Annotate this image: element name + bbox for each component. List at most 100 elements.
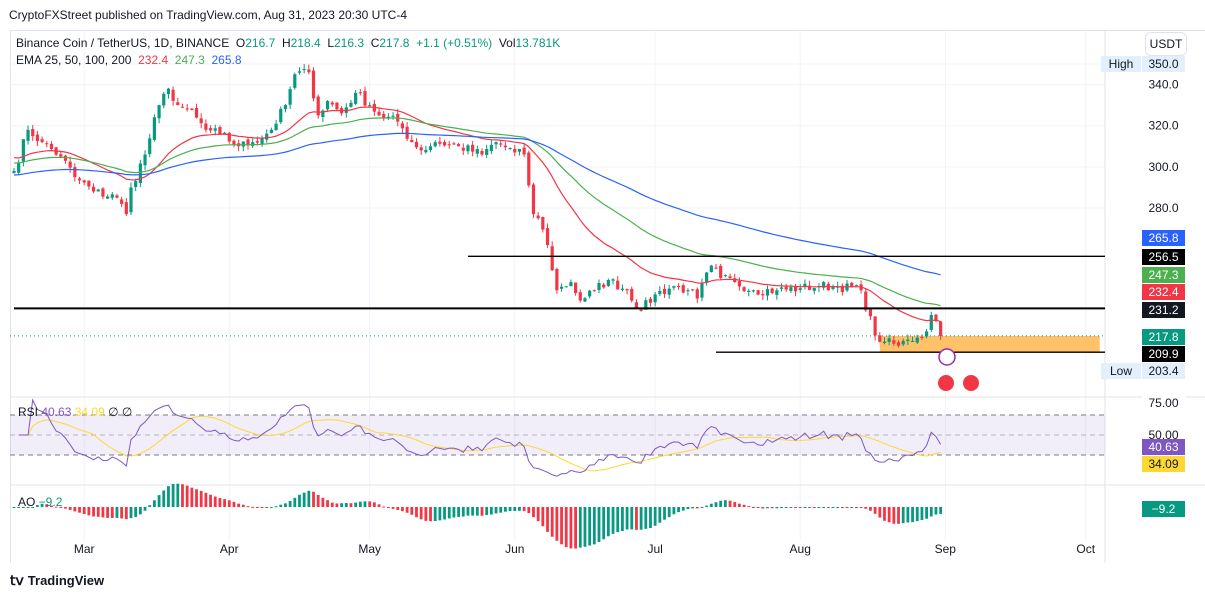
ao-bar	[897, 507, 900, 524]
ao-bar	[812, 507, 816, 508]
candle-body	[770, 288, 774, 294]
candle-body	[162, 93, 166, 106]
candle-body	[569, 282, 573, 287]
candle-body	[382, 113, 386, 119]
candle-body	[307, 69, 311, 73]
ao-bar	[845, 507, 849, 508]
ao-bar	[775, 507, 779, 509]
ao-bar	[36, 505, 39, 507]
candle-body	[737, 280, 741, 287]
ao-bar	[564, 507, 568, 548]
candle-body	[321, 110, 325, 118]
ao-bar	[45, 504, 49, 507]
ao-bar	[251, 506, 255, 508]
ao-bar	[850, 507, 854, 508]
high-tag-bg	[1101, 56, 1141, 72]
level-label-bg	[1142, 249, 1185, 265]
ao-bar	[691, 507, 694, 509]
candle-body	[620, 288, 624, 290]
candle-body	[868, 308, 873, 317]
rsi-legend-part: 34.09	[75, 405, 108, 419]
rsi-ma-value-label-text: 34.09	[1148, 457, 1178, 471]
ao-bar	[747, 506, 751, 508]
candle-body	[171, 89, 175, 101]
ao-bar	[733, 502, 737, 507]
candle-body	[499, 143, 503, 145]
low-tag-text: Low	[1110, 364, 1132, 378]
candle-body	[218, 127, 222, 134]
candle-body	[466, 145, 470, 152]
candle-body	[779, 287, 784, 289]
candle-body	[892, 340, 896, 344]
ao-bar	[649, 507, 652, 529]
candle-body	[246, 139, 250, 146]
candle-body	[536, 215, 540, 219]
candle-body	[377, 111, 381, 116]
price-tick-bg	[1142, 199, 1185, 216]
candle-body	[789, 287, 793, 292]
candle-body	[208, 128, 213, 131]
candle-body	[12, 170, 16, 174]
candle-body	[709, 265, 713, 273]
ema50-price-label: 247.3	[1142, 267, 1185, 283]
ao-bar	[218, 498, 222, 507]
candle-body	[35, 134, 39, 142]
rsi-ma-value-label-bg	[1142, 456, 1185, 472]
candle-body	[110, 194, 114, 198]
candle-body	[920, 336, 924, 338]
ao-bar	[630, 507, 634, 530]
ao-bar	[429, 507, 432, 522]
ao-bar	[138, 507, 142, 515]
ao-bar	[925, 507, 928, 519]
rsi-value-label: 40.63	[1142, 439, 1185, 455]
candle-body	[583, 298, 587, 302]
candle-body	[611, 279, 615, 281]
level-label-bg	[1142, 302, 1185, 318]
candle-body	[274, 123, 278, 131]
candle-body	[676, 286, 681, 288]
candle-body	[213, 128, 217, 131]
ao-bar	[190, 487, 194, 507]
rsi-tick: 75.00	[1142, 395, 1185, 411]
ao-bar	[480, 507, 484, 516]
rsi-line	[18, 398, 942, 477]
ao-bar	[883, 507, 886, 521]
candle-body	[414, 141, 419, 148]
ao-bar	[326, 500, 329, 507]
ema100-line	[13, 132, 941, 276]
ao-bar	[26, 507, 30, 508]
ao-bar	[241, 504, 245, 507]
tv-logo-icon: 𝗍𝗏	[10, 572, 24, 588]
ao-bar	[766, 507, 769, 509]
candle-body	[400, 123, 405, 129]
ao-bar	[195, 489, 198, 507]
candle-body	[803, 283, 807, 287]
lightning-event-icon	[938, 348, 956, 366]
candle-body	[148, 138, 152, 155]
candle-body	[691, 289, 695, 291]
ao-bar	[457, 507, 460, 517]
ao-bar	[363, 501, 367, 507]
ao-bar	[461, 507, 465, 517]
candle-body	[471, 144, 475, 152]
ao-bar	[667, 507, 671, 518]
ao-bar	[794, 507, 797, 508]
candle-body	[330, 102, 334, 105]
candle-body	[644, 300, 648, 310]
ao-bar	[115, 507, 119, 518]
level-label-text: 256.5	[1148, 250, 1178, 264]
ema25-price-label-bg	[1142, 284, 1185, 300]
candle-body	[658, 290, 662, 295]
currency-button[interactable]: USDT	[1145, 32, 1187, 56]
candle-body	[199, 118, 203, 124]
high-price-label-text: 350.0	[1148, 57, 1178, 71]
candle-body	[630, 288, 634, 301]
ao-bar	[31, 507, 35, 508]
candle-body	[475, 149, 479, 154]
level-label-text: 231.2	[1148, 303, 1178, 317]
price-tick-text: 300.0	[1148, 160, 1178, 174]
ao-bar	[92, 507, 95, 517]
ao-bar	[401, 507, 404, 512]
chart-frame[interactable]	[10, 30, 1205, 563]
